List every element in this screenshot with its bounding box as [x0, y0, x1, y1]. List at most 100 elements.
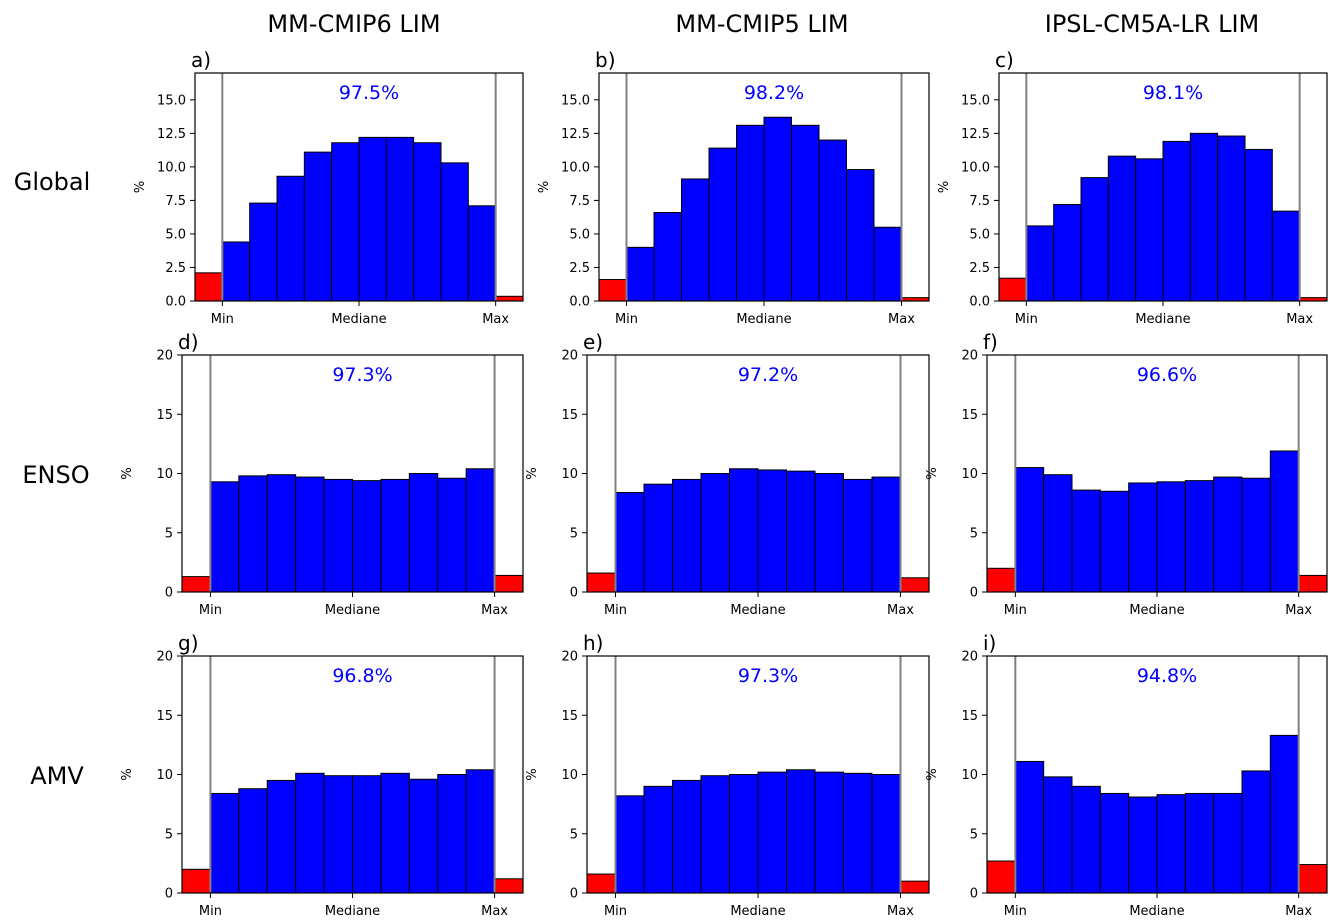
histogram-bar: [818, 139, 847, 302]
percent-annotation: 97.3%: [332, 364, 392, 386]
below-min-bar: [998, 277, 1027, 302]
y-axis-label: %: [133, 181, 148, 193]
histogram-bar: [385, 136, 415, 302]
histogram-bar: [238, 788, 268, 894]
panel-letter: e): [583, 330, 603, 354]
y-axis-label: %: [120, 768, 135, 780]
y-tick-label: 20: [156, 650, 173, 665]
histogram-bar: [681, 178, 710, 302]
above-max-bar: [900, 577, 930, 593]
y-axis-label: %: [537, 181, 552, 193]
histogram-bar: [266, 779, 297, 894]
histogram-bar: [1025, 225, 1055, 302]
y-tick-label: 15.0: [561, 93, 590, 108]
histogram-bar: [814, 771, 844, 894]
below-min-bar: [181, 868, 211, 894]
y-tick-label: 5: [970, 526, 978, 541]
y-tick-label: 20: [561, 650, 578, 665]
histogram-bar: [626, 246, 655, 302]
panel-letter: i): [983, 631, 996, 655]
x-tick-label: Max: [1285, 603, 1312, 618]
histogram-bar: [1071, 785, 1101, 894]
y-tick-label: 5.0: [969, 227, 990, 242]
histogram-bar: [1213, 476, 1243, 593]
histogram-bar: [1271, 210, 1301, 302]
histogram-bar: [408, 473, 439, 593]
y-tick-label: 15: [561, 408, 578, 423]
y-tick-label: 0: [570, 586, 578, 601]
y-tick-label: 10.0: [961, 160, 990, 175]
y-axis-label: %: [120, 467, 135, 479]
histogram-panel: 0.0 2.5 5.0 7.5 10.0 12.5 15.0 Min Mediane Max% c)…: [937, 48, 1328, 327]
x-tick-label: Max: [481, 603, 508, 618]
histogram-bar: [358, 136, 387, 302]
x-tick-label: Max: [887, 904, 914, 919]
histogram-bar: [408, 778, 439, 894]
y-tick-label: 15: [561, 709, 578, 724]
histogram-bar: [303, 151, 333, 302]
above-max-bar: [495, 295, 524, 302]
y-tick-label: 5.0: [569, 227, 590, 242]
percent-annotation: 97.3%: [738, 665, 798, 687]
y-tick-label: 0.0: [969, 295, 990, 310]
x-tick-label: Mediane: [325, 603, 380, 618]
x-tick-label: Max: [1285, 904, 1312, 919]
histogram-bar: [295, 476, 325, 593]
histogram-bar: [1213, 792, 1243, 894]
histogram-bar: [1189, 132, 1219, 302]
histogram-bar: [440, 162, 469, 302]
histogram-bar: [871, 774, 901, 894]
y-tick-label: 0: [970, 887, 978, 902]
histogram-bar: [757, 771, 787, 894]
histogram-bar: [1217, 135, 1246, 302]
percent-annotation: 94.8%: [1137, 665, 1197, 687]
y-tick-label: 15: [961, 408, 978, 423]
histogram-bar: [729, 774, 759, 894]
x-tick-label: Max: [887, 603, 914, 618]
y-tick-label: 7.5: [569, 194, 590, 209]
histogram-bar: [1241, 477, 1271, 593]
y-tick-label: 0.0: [569, 295, 590, 310]
histogram-bar: [1043, 474, 1073, 593]
y-tick-label: 10.0: [561, 160, 590, 175]
y-axis-label: %: [925, 768, 940, 780]
histogram-bar: [1043, 776, 1073, 894]
histogram-bar: [729, 468, 759, 593]
histogram-bar: [643, 785, 673, 894]
percent-annotation: 97.2%: [738, 364, 798, 386]
x-tick-label: Max: [1286, 312, 1313, 327]
y-axis-label: %: [525, 467, 540, 479]
histogram-bar: [1128, 796, 1158, 894]
histogram-bar: [1156, 481, 1186, 593]
histogram-bar: [238, 475, 268, 593]
panel-letter: d): [178, 330, 199, 354]
y-tick-label: 5: [570, 827, 578, 842]
above-max-bar: [494, 878, 524, 894]
x-tick-label: Mediane: [1129, 603, 1184, 618]
histogram-bar: [843, 478, 873, 593]
histogram-bar: [1241, 770, 1271, 894]
histogram-bar: [786, 470, 816, 593]
y-axis-label: %: [525, 768, 540, 780]
y-tick-label: 15.0: [157, 93, 186, 108]
histogram-bar: [643, 483, 673, 593]
histogram-panel: 0 5 10 15 20 Min Mediane Max% f) 96.6%: [925, 330, 1328, 618]
histogram-bar: [437, 477, 467, 593]
y-axis-label: %: [937, 181, 952, 193]
column-title-1: MM-CMIP6 LIM: [267, 10, 440, 38]
histogram-bar: [1244, 148, 1273, 302]
y-tick-label: 10: [156, 467, 173, 482]
x-tick-label: Mediane: [1129, 904, 1184, 919]
y-tick-label: 0: [165, 887, 173, 902]
histogram-bar: [380, 772, 410, 894]
histogram-bar: [1099, 792, 1130, 894]
panel-letter: g): [178, 631, 199, 655]
histogram-bar: [1014, 760, 1045, 894]
y-tick-label: 20: [961, 349, 978, 364]
row-label-amv: AMV: [30, 762, 84, 790]
panel-letter: h): [583, 631, 603, 655]
x-tick-label: Max: [888, 312, 915, 327]
below-min-bar: [986, 860, 1016, 894]
y-tick-label: 12.5: [561, 127, 590, 142]
